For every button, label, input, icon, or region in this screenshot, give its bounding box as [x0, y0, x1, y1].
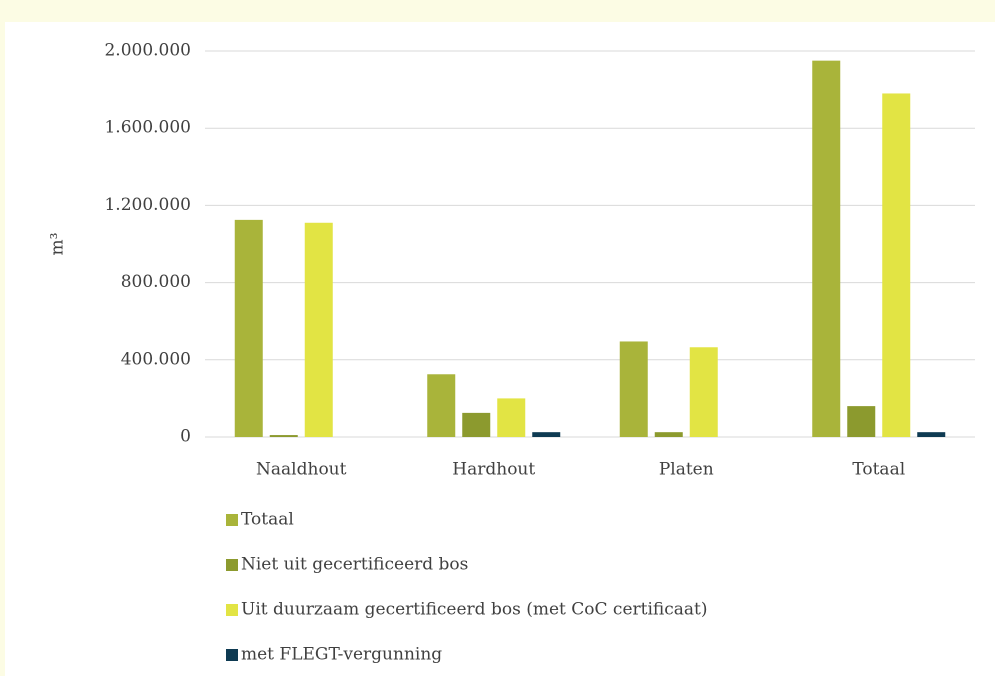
legend-label: met FLEGT-vergunning [241, 645, 442, 665]
bar [689, 347, 718, 437]
bar [269, 435, 298, 437]
y-tick-label: 800.000 [121, 272, 191, 292]
x-tick-label: Hardhout [452, 460, 535, 480]
bar [619, 341, 648, 437]
x-tick-label: Platen [659, 460, 714, 480]
legend-swatch [226, 604, 238, 616]
bar [532, 432, 561, 437]
y-tick-label: 2.000.000 [104, 41, 191, 61]
legend-swatch [226, 649, 238, 661]
bar [917, 432, 946, 437]
bar [427, 374, 456, 437]
y-tick-label: 400.000 [121, 349, 191, 369]
y-axis-label: m³ [48, 233, 68, 256]
bar [882, 93, 911, 438]
x-tick-label: Naaldhout [256, 460, 347, 480]
bar [462, 412, 491, 437]
bar [654, 432, 683, 437]
x-tick-label: Totaal [852, 460, 905, 480]
y-tick-label: 0 [180, 427, 191, 447]
bar [497, 398, 526, 437]
bar [812, 60, 841, 438]
bar [304, 222, 333, 437]
legend-label: Uit duurzaam gecertificeerd bos (met CoC… [241, 600, 708, 620]
legend-label: Niet uit gecertificeerd bos [241, 555, 468, 575]
legend-label: Totaal [241, 510, 294, 530]
bar [234, 219, 263, 437]
y-tick-label: 1.200.000 [104, 195, 191, 215]
legend-swatch [226, 559, 238, 571]
bar [847, 406, 876, 437]
legend-swatch [226, 514, 238, 526]
y-tick-label: 1.600.000 [104, 118, 191, 138]
